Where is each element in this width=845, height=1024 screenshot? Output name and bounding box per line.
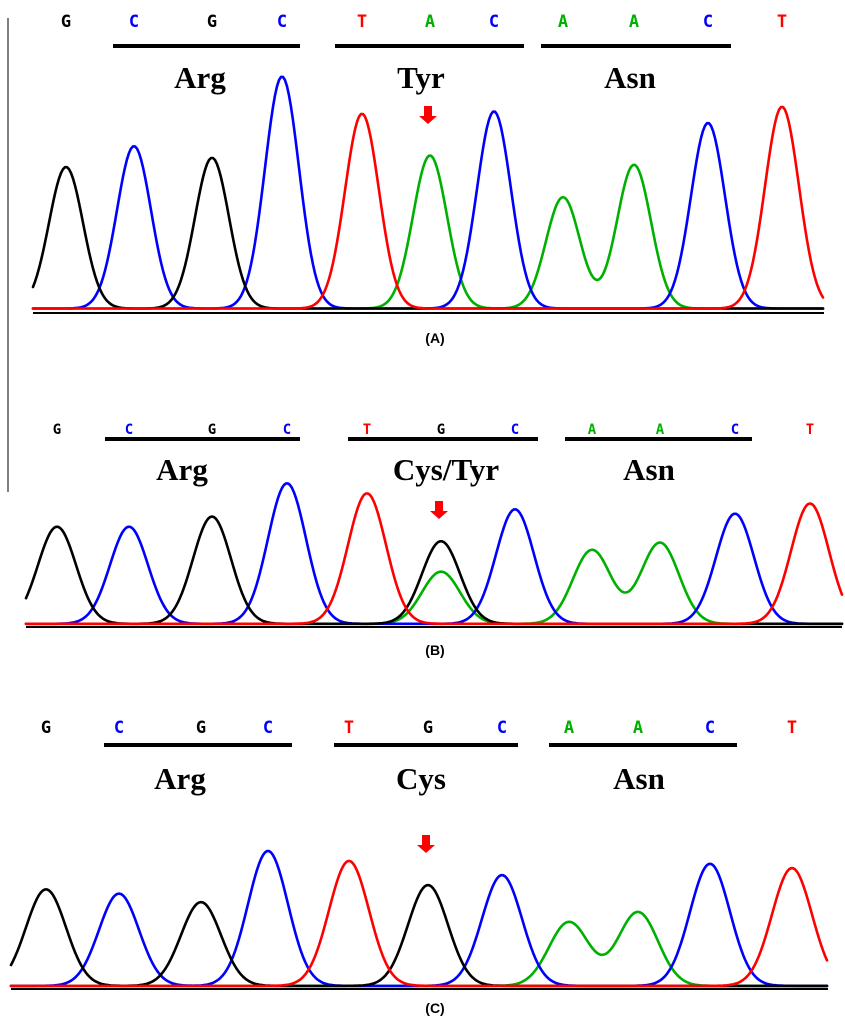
base-call: A xyxy=(558,12,568,32)
base-call: C xyxy=(705,718,715,738)
codon-label: Arg xyxy=(156,452,208,487)
base-call: C xyxy=(114,718,124,738)
base-call: T xyxy=(777,12,787,32)
trace-A-curve xyxy=(9,910,829,988)
base-call: A xyxy=(564,718,574,738)
base-call: G xyxy=(423,718,433,738)
base-call: C xyxy=(277,12,287,32)
trace-curves xyxy=(24,482,844,626)
base-call: A xyxy=(633,718,643,738)
mutation-arrow-icon xyxy=(419,106,437,124)
base-call: G xyxy=(53,422,61,438)
codon-label: Arg xyxy=(154,761,206,796)
base-call: C xyxy=(263,718,273,738)
trace-curves xyxy=(31,75,825,310)
base-call: G xyxy=(437,422,445,438)
codon-label: Tyr xyxy=(397,60,445,95)
codon-label: Asn xyxy=(623,452,675,487)
trace-curves xyxy=(9,849,829,988)
base-call: A xyxy=(588,422,597,438)
mutation-arrow-icon xyxy=(417,835,435,853)
trace-T-curve xyxy=(31,105,825,310)
panel-label: (C) xyxy=(425,1000,444,1016)
codon-label: Arg xyxy=(174,60,226,95)
codon-labels: Arg Cys/Tyr Asn xyxy=(156,452,675,487)
codon-label: Cys xyxy=(396,761,446,796)
base-call: T xyxy=(344,718,354,738)
codon-label: Asn xyxy=(613,761,665,796)
panel-a: G C G C T A C A A C T Arg Tyr Asn (A) xyxy=(31,12,825,346)
base-call: G xyxy=(61,12,71,32)
arrow-shape xyxy=(430,501,448,519)
base-call: A xyxy=(425,12,435,32)
trace-C-curve xyxy=(24,482,844,626)
base-call: C xyxy=(511,422,519,438)
base-call: A xyxy=(629,12,639,32)
codon-labels: Arg Tyr Asn xyxy=(174,60,656,95)
trace-T-curve xyxy=(9,859,829,988)
codon-label: Asn xyxy=(604,60,656,95)
trace-T-curve xyxy=(24,492,844,626)
codon-label: Cys/Tyr xyxy=(393,452,499,487)
base-call: G xyxy=(208,422,216,438)
mutation-arrow-icon xyxy=(430,501,448,519)
codon-labels: Arg Cys Asn xyxy=(154,761,665,796)
arrow-shape xyxy=(417,835,435,853)
trace-A-curve xyxy=(31,154,825,310)
panel-c: G C G C T G C A A C T Arg Cys Asn (C) xyxy=(9,718,829,1016)
base-call: C xyxy=(703,12,713,32)
base-call: T xyxy=(357,12,367,32)
trace-C-curve xyxy=(9,849,829,988)
base-call: C xyxy=(129,12,139,32)
trace-G-curve xyxy=(9,883,829,988)
base-call: A xyxy=(656,422,665,438)
base-call: G xyxy=(207,12,217,32)
base-call: T xyxy=(787,718,797,738)
base-call: C xyxy=(731,422,739,438)
arrow-shape xyxy=(419,106,437,124)
trace-G-curve xyxy=(31,156,825,310)
base-call: T xyxy=(363,422,371,438)
base-call: C xyxy=(125,422,133,438)
panel-b: G C G C T G C A A C T Arg Cys/Tyr Asn (B) xyxy=(24,422,844,658)
base-call: C xyxy=(489,12,499,32)
base-call: G xyxy=(41,718,51,738)
base-call: C xyxy=(283,422,291,438)
panel-label: (A) xyxy=(425,330,444,346)
base-call: T xyxy=(806,422,814,438)
base-call: C xyxy=(497,718,507,738)
base-call: G xyxy=(196,718,206,738)
trace-A-curve xyxy=(24,541,844,626)
panel-label: (B) xyxy=(425,642,444,658)
